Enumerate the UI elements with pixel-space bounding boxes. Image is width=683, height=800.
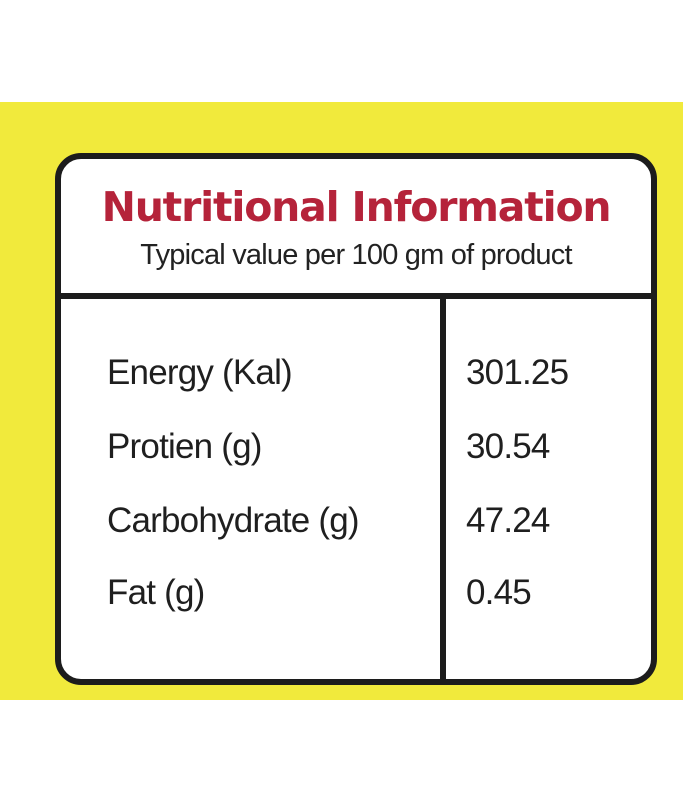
energy-label: Energy (Kal) [107,353,293,392]
carbohydrate-value: 47.24 [466,501,550,540]
protein-value: 30.54 [466,427,550,466]
protein-label: Protien (g) [107,427,262,466]
fat-label: Fat (g) [107,573,205,612]
label-header: Nutritional Information Typical value pe… [61,159,651,299]
fat-value: 0.45 [466,573,532,612]
carbohydrate-label: Carbohydrate (g) [107,501,360,540]
label-subtitle: Typical value per 100 gm of product [140,239,572,271]
column-divider [440,299,446,679]
label-title: Nutritional Information [101,183,612,231]
nutrition-label-card: Nutritional Information Typical value pe… [55,153,657,685]
energy-value: 301.25 [466,353,569,392]
